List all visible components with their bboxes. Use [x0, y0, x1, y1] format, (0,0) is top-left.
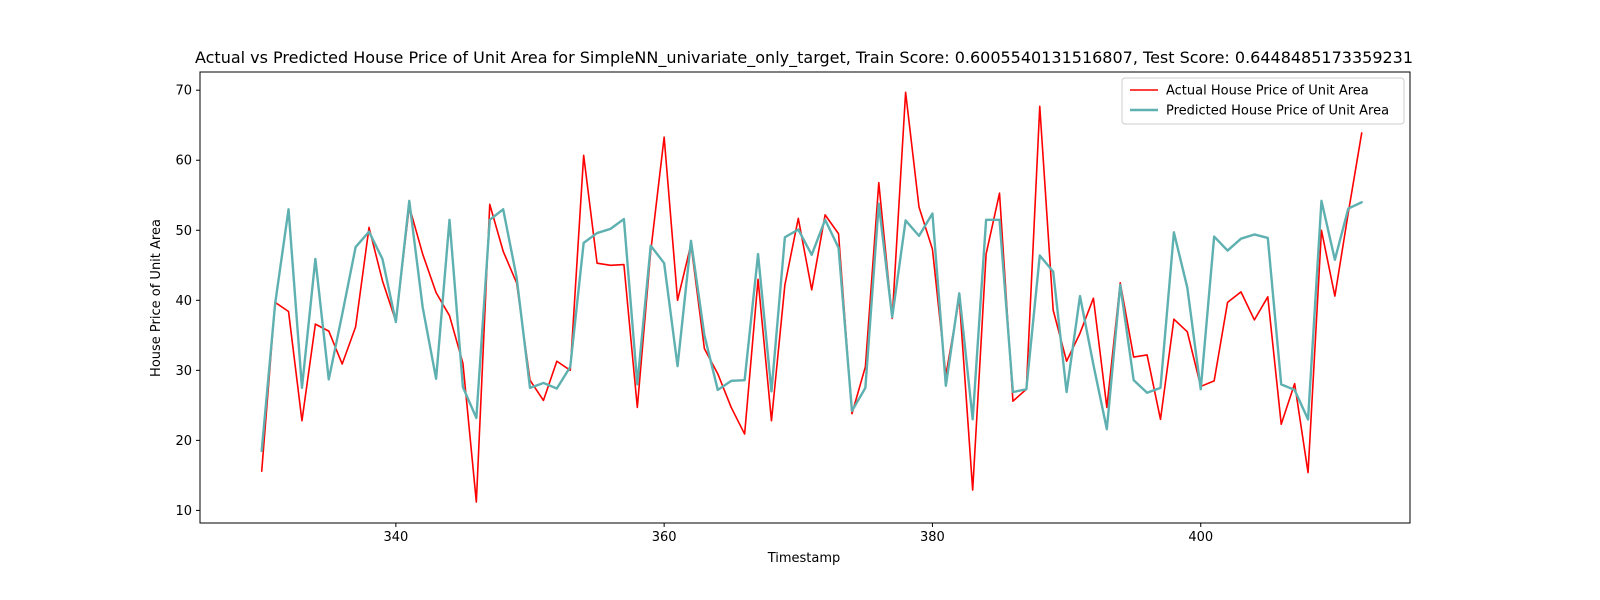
x-tick-label: 340	[383, 530, 408, 545]
y-tick-label: 40	[175, 294, 192, 309]
axes-frame	[199, 71, 1411, 524]
x-tick-label: 400	[1188, 530, 1213, 545]
plot-area: 340 360 380 400 10 20 30 40 50 60 70	[175, 71, 1411, 545]
x-axis-label: Timestamp	[767, 551, 841, 566]
x-tick-label: 380	[920, 530, 945, 545]
series-line-predicted	[260, 199, 1363, 453]
x-tick-label: 360	[652, 530, 677, 545]
legend-box	[1121, 77, 1405, 125]
legend-entry-predicted: Predicted House Price of Unit Area	[1166, 104, 1389, 119]
legend-entry-actual: Actual House Price of Unit Area	[1166, 84, 1369, 99]
chart-title: Actual vs Predicted House Price of Unit …	[195, 48, 1413, 68]
legend: Actual House Price of Unit Area Predicted…	[1121, 77, 1405, 125]
series-line-actual	[260, 91, 1363, 503]
y-tick-label: 70	[175, 84, 192, 99]
y-tick-label: 20	[175, 434, 192, 449]
y-tick-label: 30	[175, 364, 192, 379]
y-axis-label: House Price of Unit Area	[149, 219, 164, 377]
y-tick-label: 10	[175, 504, 192, 519]
y-tick-label: 60	[175, 154, 192, 169]
y-tick-label: 50	[175, 224, 192, 239]
